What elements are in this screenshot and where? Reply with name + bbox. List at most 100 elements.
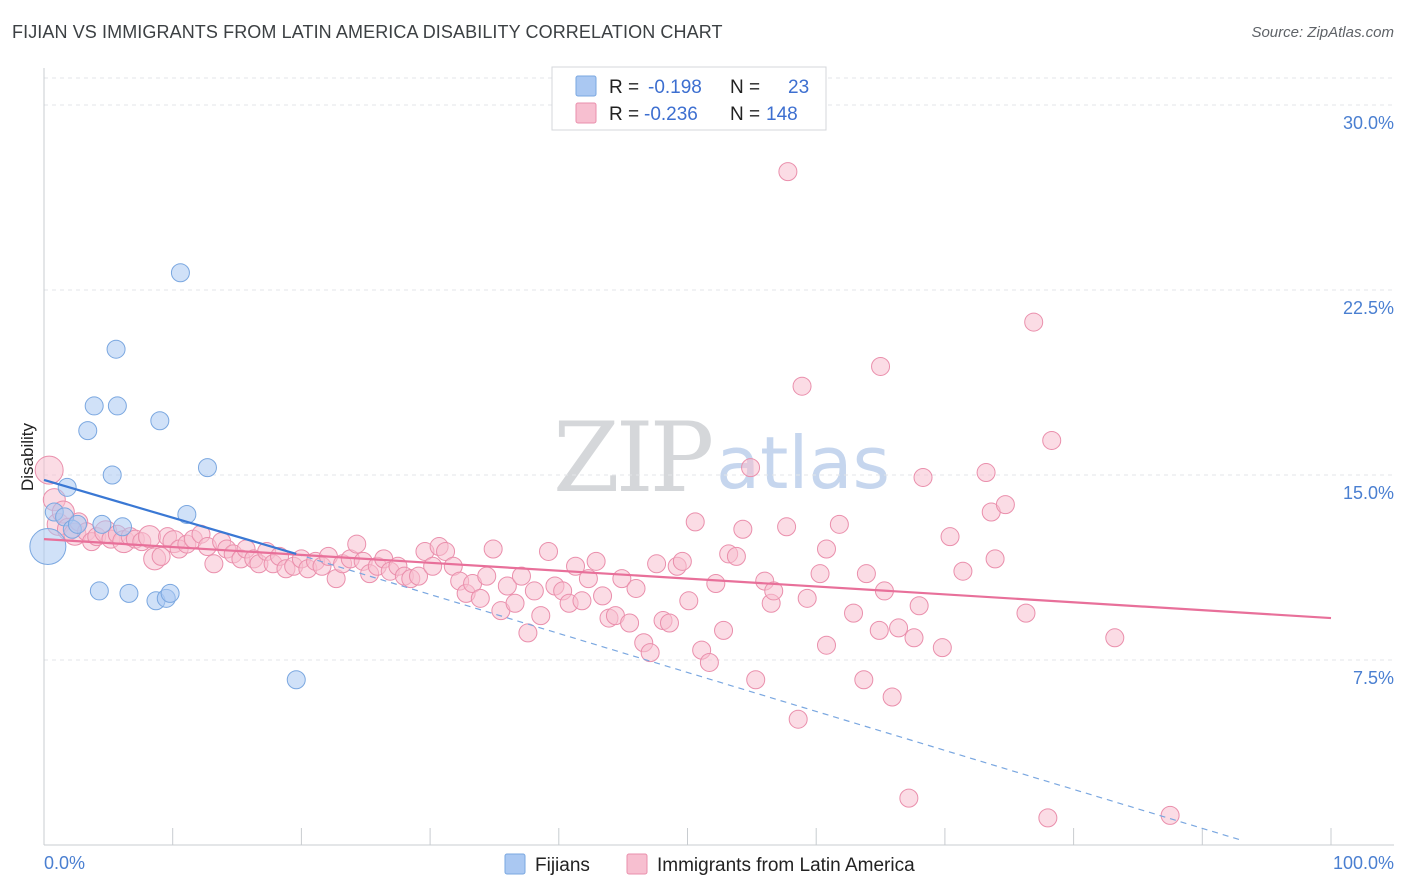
latin-america-point	[436, 541, 456, 561]
latin-america-point	[578, 569, 598, 589]
x-tick-label-max: 100.0%	[1333, 853, 1394, 873]
y-axis-title: Disability	[18, 422, 37, 491]
latin-america-point	[423, 556, 443, 576]
fijians-trend-line	[43, 478, 297, 555]
latin-america-point	[869, 620, 889, 640]
latin-america-point	[34, 455, 64, 485]
trend-lines	[43, 478, 1332, 841]
latin-america-point	[524, 581, 544, 601]
x-tick-label-min: 0.0%	[44, 853, 85, 873]
latin-america-point	[672, 551, 692, 571]
legend-r-label-latin-america: R =	[609, 104, 639, 125]
latin-america-point	[856, 564, 876, 584]
watermark-atlas: atlas	[716, 421, 890, 505]
chart-title: FIJIAN VS IMMIGRANTS FROM LATIN AMERICA …	[12, 22, 723, 42]
fijians-point	[113, 517, 133, 537]
latin-america-point	[726, 546, 746, 566]
fijians-point	[119, 583, 139, 603]
legend-r-value-latin-america: -0.236	[644, 104, 698, 125]
latin-america-point	[904, 628, 924, 648]
y-tick-label: 22.5%	[1343, 298, 1394, 318]
latin-america-point	[733, 519, 753, 539]
latin-america-point	[679, 591, 699, 611]
fijians-point	[286, 670, 306, 690]
latin-america-point	[995, 495, 1015, 515]
legend-n-label-latin-america: N =	[730, 104, 760, 125]
legend-box	[551, 66, 827, 131]
latin-america-point	[940, 527, 960, 547]
source-label: Source: ZipAtlas.com	[1251, 24, 1394, 41]
legend-n-value-fijians: 23	[788, 77, 809, 98]
latin-america-point	[699, 652, 719, 672]
latin-america-point	[477, 566, 497, 586]
latin-america-point	[409, 566, 429, 586]
gridlines	[44, 77, 1394, 661]
latin-america-point	[518, 623, 538, 643]
legend-n-label-fijians: N =	[730, 77, 760, 98]
latin-america-point	[1160, 805, 1180, 825]
fijians-point	[107, 396, 127, 416]
latin-america-point	[913, 467, 933, 487]
latin-america-point	[854, 670, 874, 690]
fijians-point	[84, 396, 104, 416]
latin-america-point	[778, 162, 798, 182]
latin-america-point	[746, 670, 766, 690]
fijians-point	[89, 581, 109, 601]
legend-r-label-fijians: R =	[609, 77, 639, 98]
fijians-point	[150, 411, 170, 431]
fijians-point	[29, 528, 67, 566]
y-tick-label: 15.0%	[1343, 483, 1394, 503]
latin-america-point	[347, 534, 367, 554]
latin-america-point	[1042, 430, 1062, 450]
latin-america-point	[620, 613, 640, 633]
latin-america-point	[797, 588, 817, 608]
legend-r-value-fijians: -0.198	[648, 77, 702, 98]
watermark-zip: ZIP	[553, 402, 712, 514]
legend-swatch-fijians	[575, 75, 597, 97]
latin-america-point	[647, 554, 667, 574]
x-ticks	[43, 828, 1332, 845]
fijians-point	[67, 514, 87, 534]
fijians-point	[177, 504, 197, 524]
legend-top: R = -0.198 N = 23 R = -0.236 N = 148	[551, 66, 827, 131]
latin-america-point	[483, 539, 503, 559]
latin-america-point	[816, 539, 836, 559]
latin-america-point	[511, 566, 531, 586]
latin-america-point	[741, 458, 761, 478]
latin-america-point	[882, 687, 902, 707]
latin-america-point	[470, 588, 490, 608]
fijians-point	[160, 583, 180, 603]
latin-america-point	[714, 620, 734, 640]
legend-bottom-label-latin-america: Immigrants from Latin America	[657, 855, 915, 876]
latin-america-point	[844, 603, 864, 623]
legend-swatch-latin-america	[575, 102, 597, 124]
latin-america-point	[899, 788, 919, 808]
latin-america-point	[871, 356, 891, 376]
latin-america-point	[659, 613, 679, 633]
latin-america-point	[810, 564, 830, 584]
fijians-point	[78, 421, 98, 441]
latin-america-point	[685, 512, 705, 532]
y-tick-label: 30.0%	[1343, 113, 1394, 133]
legend-bottom-swatch-fijians	[504, 853, 526, 875]
latin-america-point	[932, 638, 952, 658]
series-fijians-points	[29, 263, 306, 690]
y-tick-label: 7.5%	[1353, 668, 1394, 688]
latin-america-point	[1016, 603, 1036, 623]
latin-america-point	[792, 376, 812, 396]
fijians-point	[106, 339, 126, 359]
latin-america-point	[497, 576, 517, 596]
latin-america-point	[626, 578, 646, 598]
latin-america-trend-line	[43, 538, 1332, 620]
legend-bottom-label-fijians: Fijians	[535, 855, 590, 876]
latin-america-point	[1038, 808, 1058, 828]
legend-bottom: Fijians Immigrants from Latin America	[504, 853, 915, 876]
latin-america-point	[706, 574, 726, 594]
fijians-point	[170, 263, 190, 283]
fijians-point	[197, 458, 217, 478]
latin-america-point	[640, 643, 660, 663]
fijians-point	[92, 514, 112, 534]
latin-america-point	[204, 554, 224, 574]
latin-america-point	[829, 514, 849, 534]
